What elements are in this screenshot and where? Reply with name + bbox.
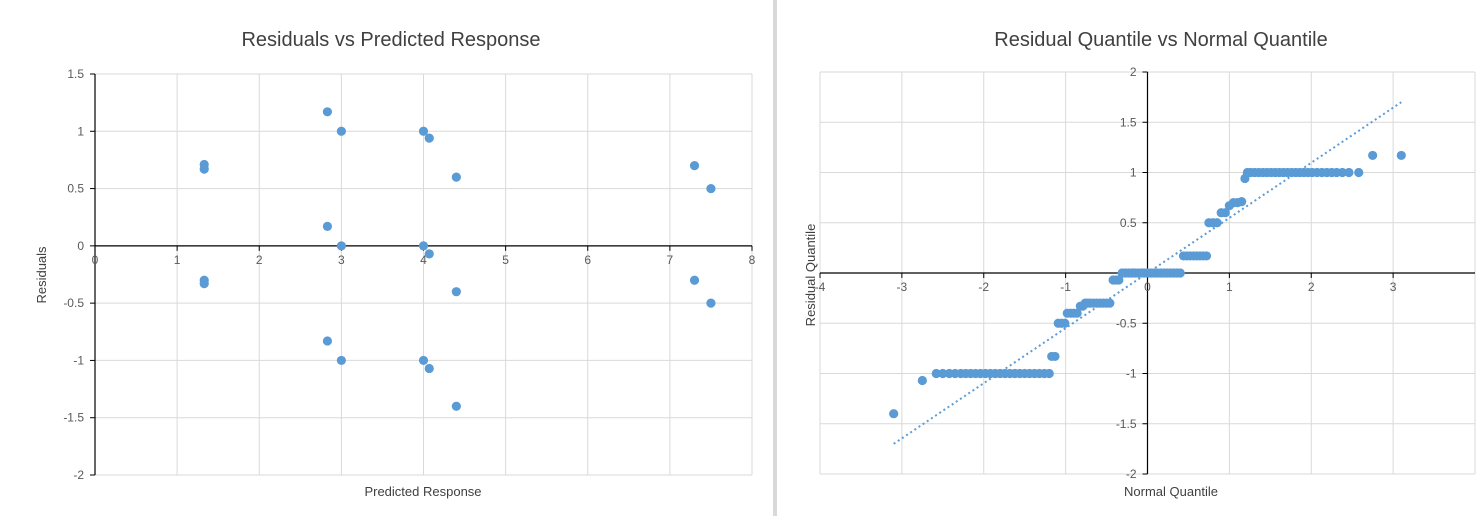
- data-point: [322, 336, 333, 346]
- data-point: [931, 368, 941, 379]
- data-point: [336, 241, 346, 251]
- panel-divider: [773, 0, 777, 516]
- data-point: [424, 249, 434, 259]
- data-point: [689, 161, 700, 171]
- residuals-vs-predicted-chart: 0 1 2 3 4 5 6 7 8 -2 -1.5 -1 -0.5 0 0.5 1 1.5 Residuals v…: [34, 29, 756, 499]
- x-tick-label: 1: [174, 253, 181, 267]
- y-tick-label: 1.5: [1120, 115, 1137, 129]
- y-tick-label: -1: [73, 353, 84, 367]
- data-point: [938, 368, 948, 379]
- data-point: [1396, 150, 1406, 161]
- data-point: [1354, 167, 1364, 178]
- y-axis-title: Residuals: [34, 246, 49, 304]
- data-point: [418, 241, 429, 251]
- data-point: [1050, 351, 1060, 362]
- data-point: [1201, 251, 1212, 261]
- x-tick-label: 2: [1308, 280, 1315, 294]
- y-tick-label: -1.5: [63, 411, 84, 425]
- y-tick-label: 1: [77, 124, 84, 138]
- x-axis-title: Predicted Response: [364, 484, 481, 499]
- y-tick-label: -2: [1126, 467, 1137, 481]
- data-point: [418, 355, 429, 366]
- y-tick-label: 1: [1130, 166, 1137, 180]
- data-point: [1220, 208, 1230, 218]
- x-tick-label: 5: [502, 253, 509, 267]
- x-tick-label: -2: [978, 280, 989, 294]
- y-tick-label: 2: [1130, 65, 1137, 79]
- chart-title: Residual Quantile vs Normal Quantile: [994, 29, 1328, 51]
- y-tick-label: -2: [73, 468, 84, 482]
- y-tick-label: 1.5: [67, 67, 84, 81]
- data-point: [1060, 318, 1070, 328]
- data-point: [706, 183, 716, 194]
- x-tick-label: 2: [256, 253, 263, 267]
- data-point: [1337, 167, 1347, 178]
- data-point: [424, 133, 434, 143]
- data-point: [1175, 268, 1185, 278]
- y-tick-label: -0.5: [1116, 316, 1137, 330]
- y-tick-label: -0.5: [63, 296, 84, 310]
- data-point: [1237, 197, 1247, 207]
- data-point: [1344, 167, 1354, 178]
- x-tick-label: 0: [92, 253, 99, 267]
- x-tick-label: -4: [815, 280, 826, 294]
- data-point: [1072, 308, 1082, 318]
- x-tick-label: 6: [584, 253, 591, 267]
- data-point: [451, 172, 461, 182]
- x-axis-title: Normal Quantile: [1124, 484, 1218, 499]
- data-point: [199, 164, 209, 174]
- y-tick-label: 0: [77, 239, 84, 253]
- data-point: [689, 275, 700, 285]
- x-tick-label: 1: [1226, 280, 1233, 294]
- x-tick-label: 3: [338, 253, 345, 267]
- data-point: [1114, 275, 1124, 285]
- x-tick-label: 0: [1144, 280, 1151, 294]
- data-point: [451, 401, 461, 411]
- x-tick-label: -1: [1060, 280, 1071, 294]
- data-point: [199, 279, 209, 289]
- data-point: [917, 375, 927, 386]
- data-point: [1212, 218, 1222, 228]
- residual-quantile-chart: -4-3-2-10123-2-1.5-1-0.500.511.52Residua…: [777, 0, 1480, 516]
- x-tick-label: 4: [420, 253, 427, 267]
- data-point: [1368, 150, 1378, 161]
- data-point: [322, 107, 333, 117]
- x-tick-label: 7: [667, 253, 674, 267]
- data-point: [418, 126, 429, 136]
- data-point: [706, 298, 716, 308]
- y-axis-title: Residual Quantile: [803, 224, 818, 327]
- data-point: [424, 363, 434, 374]
- x-tick-label: 3: [1390, 280, 1397, 294]
- data-point: [1105, 298, 1115, 308]
- x-tick-label: -3: [897, 280, 908, 294]
- y-tick-label: 0.5: [67, 182, 84, 196]
- y-tick-label: -1: [1126, 367, 1137, 381]
- data-point: [336, 355, 346, 366]
- data-point: [336, 126, 346, 136]
- y-tick-label: -1.5: [1116, 417, 1137, 431]
- data-point: [889, 409, 899, 419]
- y-tick-label: 0.5: [1120, 216, 1137, 230]
- residuals-vs-predicted-plot: 0 1 2 3 4 5 6 7 8 -2 -1.5 -1 -0.5 0 0.5 1 1.5 Residuals v…: [34, 29, 756, 499]
- data-point: [451, 287, 461, 297]
- chart-title: Residuals vs Predicted Response: [241, 29, 540, 51]
- residual-quantile-plot: -4-3-2-10123-2-1.5-1-0.500.511.52Residua…: [803, 29, 1476, 499]
- data-point: [322, 221, 333, 231]
- x-tick-label: 8: [749, 253, 756, 267]
- data-point: [1044, 368, 1054, 379]
